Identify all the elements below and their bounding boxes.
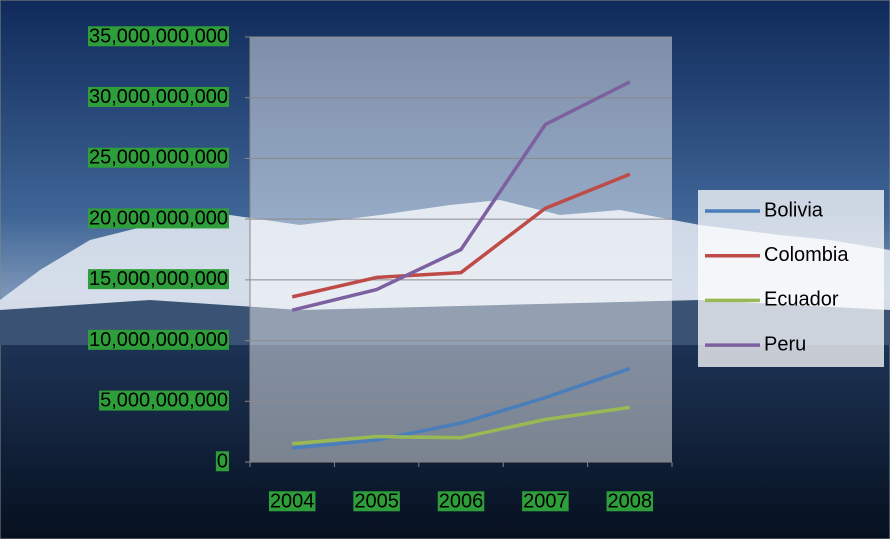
y-tick-label: 25,000,000,000 [89,147,228,169]
x-tick-label: 2007 [523,490,568,512]
legend-label: Peru [764,333,806,355]
line [291,80,631,312]
label-background [437,491,485,512]
y-tick-label: 35,000,000,000 [89,25,228,47]
y-tick-label: 15,000,000,000 [89,268,228,290]
label-background [87,86,229,107]
label-background [353,491,400,512]
mountains [0,200,890,330]
y-tick-label: 0 [217,450,228,472]
label-background [87,26,229,47]
y-tick-label: 10,000,000,000 [89,329,228,351]
y-tick-label: 5,000,000,000 [100,390,228,412]
legend-label: Bolivia [764,199,824,221]
legend-label: Colombia [764,244,849,266]
x-tick-label: 2008 [608,490,653,512]
label-background [87,208,229,229]
label-background [87,269,229,290]
legend [698,190,884,367]
label-background [606,491,654,512]
line [292,366,631,450]
label-background [215,451,229,472]
label-background [87,329,229,350]
label-background [522,491,569,512]
label-background [87,147,229,168]
y-tick-label: 20,000,000,000 [89,207,228,229]
line [291,172,631,299]
x-tick-label: 2005 [354,490,399,512]
label-background [268,491,316,512]
line [292,405,631,446]
x-tick-label: 2004 [270,490,315,512]
x-tick-label: 2006 [439,490,484,512]
label-background [99,390,229,411]
y-tick-label: 30,000,000,000 [89,86,228,108]
legend-label: Ecuador [764,289,839,311]
